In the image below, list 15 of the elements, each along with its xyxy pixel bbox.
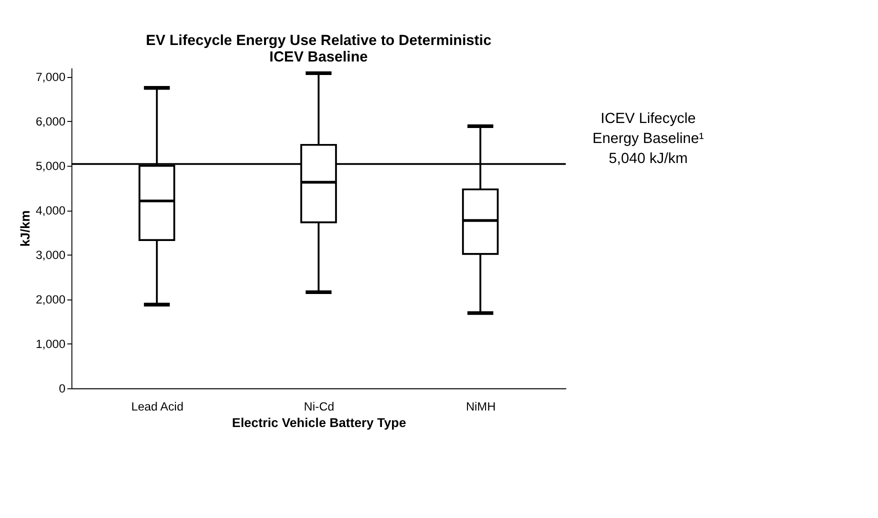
x-axis-title: Electric Vehicle Battery Type <box>232 415 406 430</box>
x-tick-label: Lead Acid <box>131 400 184 414</box>
y-tick-label: 4,000 <box>36 203 66 218</box>
ref-line-label: ICEV Lifecycle Energy Baseline¹ 5,040 kJ/km <box>592 110 704 168</box>
y-axis-title: kJ/km <box>17 210 32 247</box>
y-tick-label: 5,000 <box>36 158 66 173</box>
y-tick-label: 6,000 <box>36 114 66 128</box>
y-tick-label: 0 <box>58 381 66 396</box>
x-tick-label: NiMH <box>466 400 496 414</box>
x-tick-label: Ni-Cd <box>304 400 334 414</box>
y-tick-label: 2,000 <box>36 292 66 306</box>
y-tick-label: 3,000 <box>36 248 66 262</box>
chart-title: EV Lifecycle Energy Use Relative to Deterministic ICEV Baseline <box>146 32 492 66</box>
y-tick-label: 7,000 <box>36 70 66 84</box>
y-tick-label: 1,000 <box>36 336 66 351</box>
